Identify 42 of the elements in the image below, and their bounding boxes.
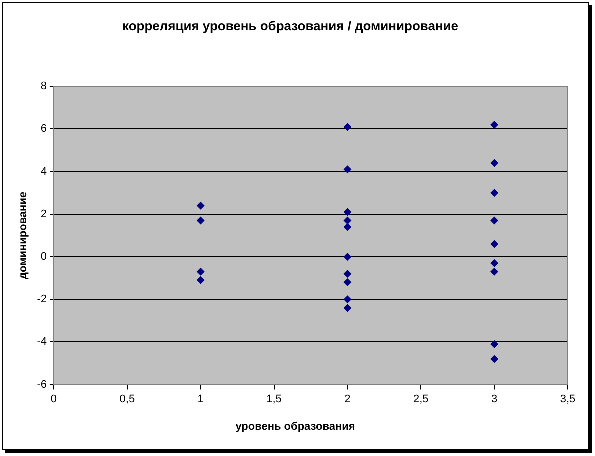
x-tick-label: 3 xyxy=(492,393,498,406)
point xyxy=(196,268,205,276)
point xyxy=(344,296,352,304)
point xyxy=(344,208,352,216)
point xyxy=(344,278,352,287)
point xyxy=(490,240,499,248)
point xyxy=(490,189,499,198)
x-tick-label: 3,5 xyxy=(560,393,576,406)
point xyxy=(344,123,352,132)
x-tick-label: 1,5 xyxy=(266,393,282,406)
x-tick-label: 1 xyxy=(198,393,204,406)
y-tick-label: 8 xyxy=(40,80,47,93)
point xyxy=(490,159,499,168)
point xyxy=(344,216,352,225)
point xyxy=(344,270,352,278)
y-tick-label: 6 xyxy=(40,123,47,136)
point xyxy=(196,202,205,210)
y-tick-label: 2 xyxy=(40,208,47,220)
x-tick-label: 0,5 xyxy=(120,393,136,406)
point xyxy=(344,304,352,312)
point xyxy=(490,268,499,276)
y-tick-label: -6 xyxy=(37,378,47,391)
point xyxy=(196,216,205,225)
point xyxy=(344,166,352,174)
y-tick-label: -4 xyxy=(37,336,47,348)
x-axis-title: уровень образования xyxy=(234,421,356,433)
x-tick-label: 0 xyxy=(50,393,58,406)
point xyxy=(490,216,499,225)
point xyxy=(344,253,352,261)
x-tick-label: 2 xyxy=(344,393,351,406)
point xyxy=(344,223,352,232)
point xyxy=(490,259,499,268)
point xyxy=(196,276,205,284)
point xyxy=(490,120,499,129)
chart-title: корреляция уровень образования / доминирование xyxy=(122,18,459,34)
point xyxy=(490,340,499,348)
y-tick-label: 0 xyxy=(40,251,47,264)
y-tick-label: -2 xyxy=(37,294,47,306)
y-tick-label: 4 xyxy=(40,166,47,178)
x-tick-label: 2,5 xyxy=(413,393,429,406)
point xyxy=(490,355,499,364)
y-axis-title: доминирование xyxy=(18,192,30,280)
